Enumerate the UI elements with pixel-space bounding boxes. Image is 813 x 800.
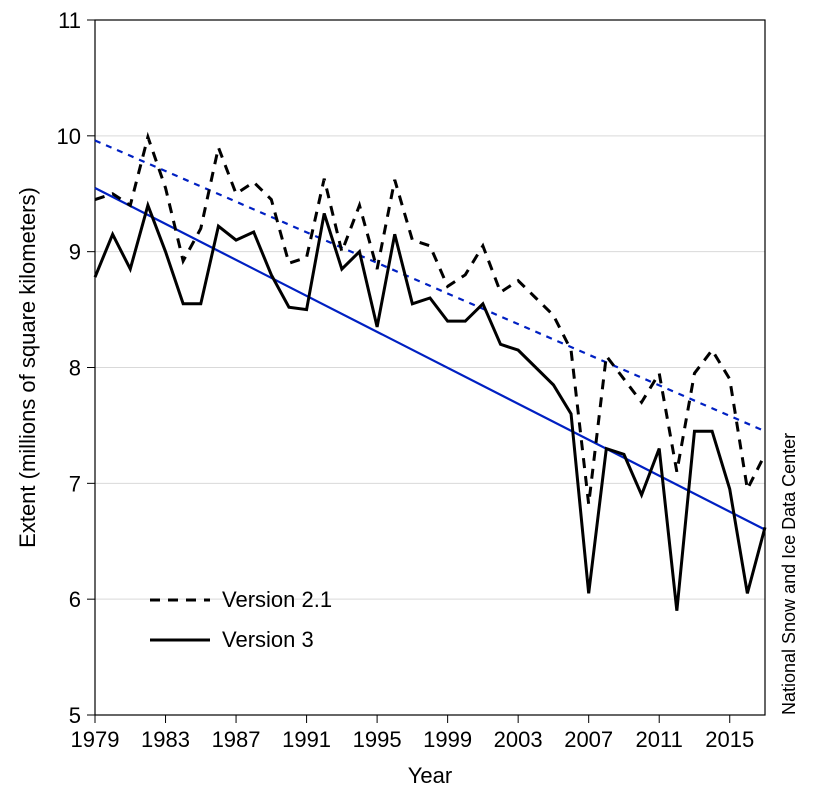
legend-label: Version 3 — [222, 627, 314, 652]
x-tick-label: 1979 — [71, 727, 120, 752]
x-axis-label: Year — [408, 763, 452, 788]
y-tick-label: 7 — [69, 471, 81, 496]
x-tick-label: 1987 — [212, 727, 261, 752]
x-tick-label: 2007 — [564, 727, 613, 752]
y-tick-label: 5 — [69, 703, 81, 728]
y-tick-label: 10 — [57, 124, 81, 149]
legend-label: Version 2.1 — [222, 587, 332, 612]
x-tick-label: 1999 — [423, 727, 472, 752]
x-tick-label: 1991 — [282, 727, 331, 752]
x-tick-label: 2003 — [494, 727, 543, 752]
y-tick-label: 6 — [69, 587, 81, 612]
y-tick-label: 9 — [69, 240, 81, 265]
x-tick-label: 1983 — [141, 727, 190, 752]
x-tick-label: 2015 — [705, 727, 754, 752]
credit-label: National Snow and Ice Data Center — [779, 433, 799, 715]
line-chart: 1979 1983 1987 1991 1995 1999 2003 2007 2011 2015… — [0, 0, 813, 800]
x-tick-label: 1995 — [353, 727, 402, 752]
y-axis-label: Extent (millions of square kilometers) — [15, 187, 40, 548]
x-tick-label: 2011 — [636, 727, 683, 752]
chart-container: 1979 1983 1987 1991 1995 1999 2003 2007 2011 2015… — [0, 0, 813, 800]
y-tick-label: 11 — [58, 8, 81, 33]
y-tick-label: 8 — [69, 356, 81, 381]
